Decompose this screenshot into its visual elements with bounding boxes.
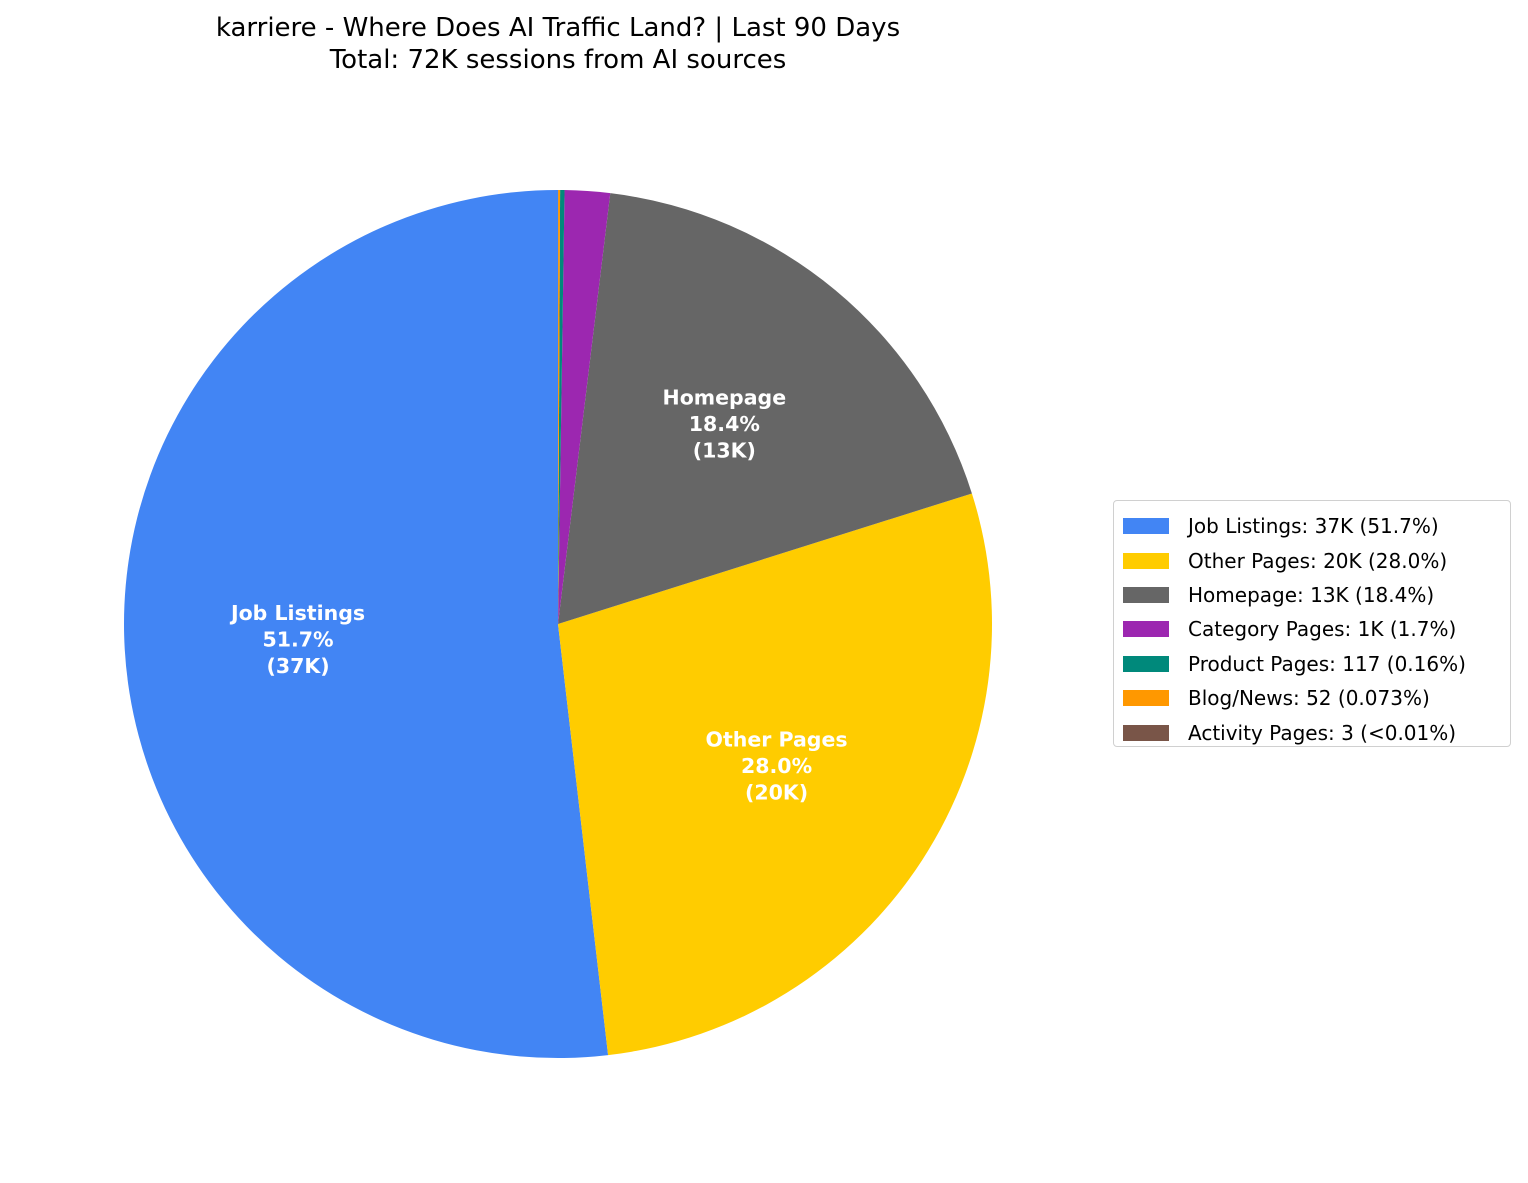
legend-label: Category Pages: 1K (1.7%) bbox=[1188, 617, 1457, 642]
legend-swatch bbox=[1123, 655, 1169, 672]
legend-item-blog-news: Blog/News: 52 (0.073%) bbox=[1114, 681, 1510, 715]
pie-slice-other-pages bbox=[558, 493, 992, 1056]
legend-swatch bbox=[1123, 518, 1169, 535]
slice-label: Job Listings 51.7% (37K) bbox=[229, 601, 365, 678]
chart-title-line1: karriere - Where Does AI Traffic Land? |… bbox=[215, 13, 901, 43]
pie-slice-job-listings bbox=[123, 190, 609, 1058]
pie-slice-category-pages bbox=[558, 190, 611, 625]
legend-swatch bbox=[1123, 724, 1169, 741]
legend-label: Homepage: 13K (18.4%) bbox=[1188, 582, 1435, 607]
legend-swatch bbox=[1123, 690, 1169, 707]
legend-label: Blog/News: 52 (0.073%) bbox=[1188, 686, 1430, 711]
legend-label: Product Pages: 117 (0.16%) bbox=[1188, 651, 1466, 676]
legend-item-product-pages: Product Pages: 117 (0.16%) bbox=[1114, 647, 1510, 681]
legend: Job Listings: 37K (51.7%) Other Pages: 2… bbox=[1113, 500, 1511, 747]
chart-title: karriere - Where Does AI Traffic Land? |… bbox=[0, 12, 1116, 76]
legend-item-homepage: Homepage: 13K (18.4%) bbox=[1114, 578, 1510, 612]
legend-label: Activity Pages: 3 (<0.01%) bbox=[1188, 720, 1457, 745]
pie-slice-blog-news bbox=[558, 190, 561, 625]
pie-slice-labels: Job Listings 51.7% (37K) Other Pages 28.0% (2… bbox=[229, 386, 848, 805]
pie-slice-product-pages bbox=[558, 190, 565, 625]
legend-item-job-listings: Job Listings: 37K (51.7%) bbox=[1114, 509, 1510, 543]
legend-swatch bbox=[1123, 586, 1169, 603]
legend-item-activity-pages: Activity Pages: 3 (<0.01%) bbox=[1114, 715, 1510, 749]
legend-item-category-pages: Category Pages: 1K (1.7%) bbox=[1114, 612, 1510, 646]
pie-chart: Job Listings 51.7% (37K) Other Pages 28.0% (2… bbox=[123, 190, 992, 1058]
slice-label: Other Pages 28.0% (20K) bbox=[706, 728, 848, 805]
chart-subtitle: Total: 72K sessions from AI sources bbox=[329, 45, 787, 75]
slice-label: Homepage 18.4% (13K) bbox=[663, 386, 787, 463]
legend-swatch bbox=[1123, 552, 1169, 569]
legend-label: Other Pages: 20K (28.0%) bbox=[1188, 548, 1448, 573]
legend-swatch bbox=[1123, 621, 1169, 638]
legend-label: Job Listings: 37K (51.7%) bbox=[1188, 514, 1439, 539]
pie-slice-homepage bbox=[558, 193, 972, 624]
legend-item-other-pages: Other Pages: 20K (28.0%) bbox=[1114, 543, 1510, 577]
pie-slices bbox=[123, 190, 992, 1058]
